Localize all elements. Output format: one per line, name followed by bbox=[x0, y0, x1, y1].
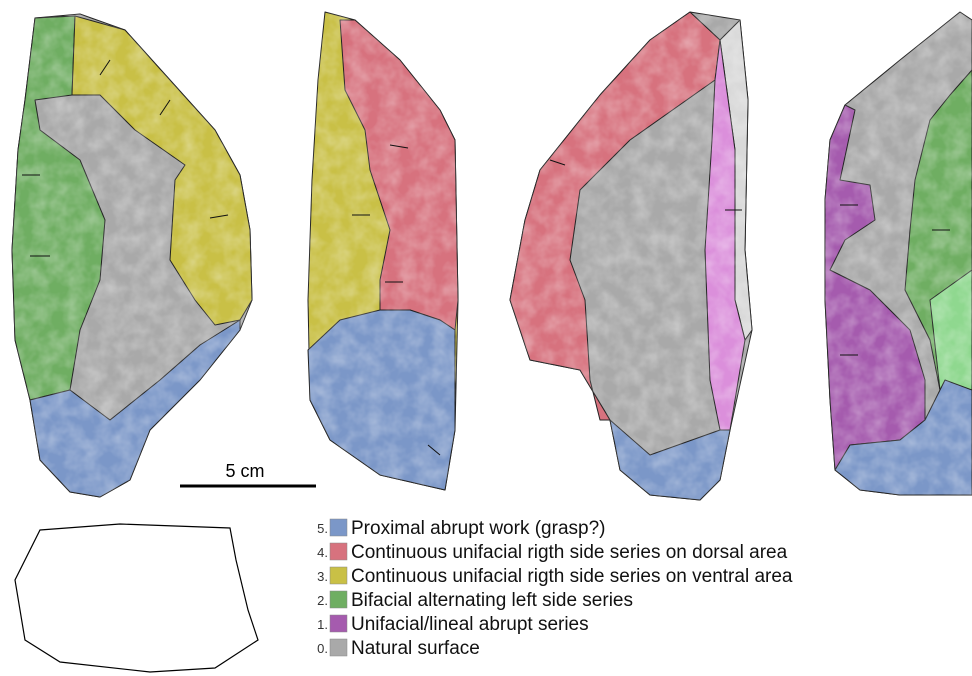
legend-number: 4. bbox=[317, 545, 328, 560]
legend-number: 5. bbox=[317, 521, 328, 536]
legend-label: Unifacial/lineal abrupt series bbox=[351, 614, 589, 635]
cross-section-outline bbox=[15, 524, 258, 672]
legend-swatch bbox=[330, 543, 347, 560]
figure: 5 cm 5. Proximal abrupt work (grasp?) 4. Co… bbox=[0, 0, 972, 676]
legend-label: Continuous unifacial rigth side series o… bbox=[351, 566, 793, 587]
scale-label: 5 cm bbox=[225, 461, 264, 481]
legend-swatch bbox=[330, 639, 347, 656]
legend-number: 2. bbox=[317, 593, 328, 608]
rock-texture bbox=[0, 0, 972, 510]
legend-number: 3. bbox=[317, 569, 328, 584]
artifact-views bbox=[0, 0, 972, 510]
legend-swatch bbox=[330, 519, 347, 536]
legend: 5. Proximal abrupt work (grasp?) 4. Continu… bbox=[317, 518, 793, 659]
legend-number: 1. bbox=[317, 617, 328, 632]
legend-swatch bbox=[330, 615, 347, 632]
legend-label: Continuous unifacial rigth side series o… bbox=[351, 542, 788, 563]
legend-label: Bifacial alternating left side series bbox=[351, 590, 633, 611]
scale-bar: 5 cm bbox=[180, 461, 316, 486]
legend-label: Proximal abrupt work (grasp?) bbox=[351, 518, 605, 539]
legend-swatch bbox=[330, 591, 347, 608]
legend-swatch bbox=[330, 567, 347, 584]
legend-label: Natural surface bbox=[351, 638, 480, 659]
legend-number: 0. bbox=[317, 641, 328, 656]
